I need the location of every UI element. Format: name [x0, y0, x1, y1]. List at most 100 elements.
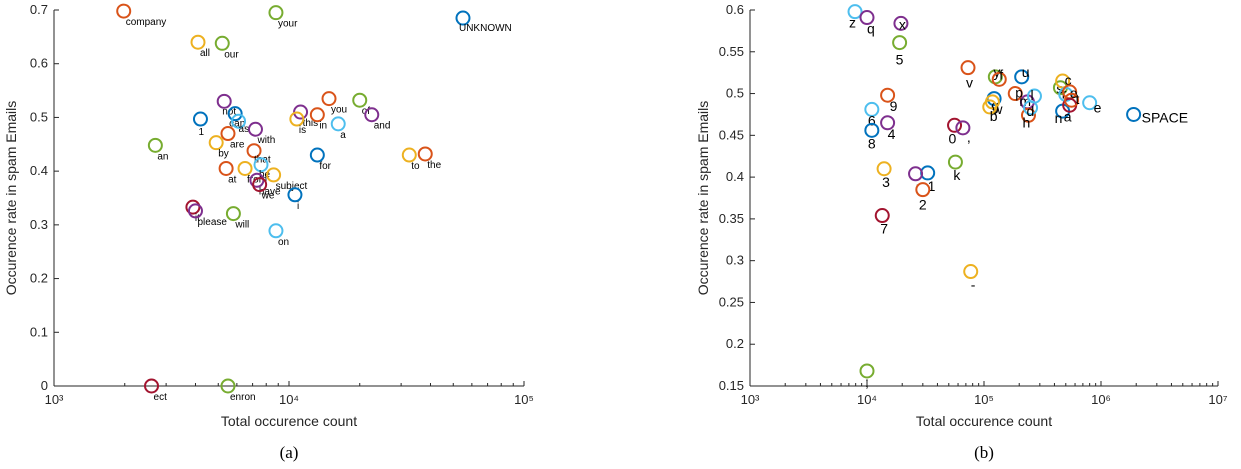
data-point	[859, 10, 875, 26]
data-point	[1007, 86, 1023, 102]
point-label: please	[197, 217, 227, 228]
point-label: 7	[880, 221, 888, 237]
data-point	[417, 146, 433, 162]
point-label: enron	[230, 392, 256, 403]
point-label: all	[200, 48, 210, 59]
y-axis-label: Occurence rate in spam Emails	[695, 101, 711, 296]
data-point	[268, 5, 284, 21]
data-point	[401, 147, 417, 163]
y-tick-label: 0.45	[719, 127, 744, 142]
data-point	[1064, 92, 1080, 108]
data-point	[321, 91, 337, 107]
y-tick-label: 0.25	[719, 294, 744, 309]
data-point	[859, 363, 875, 379]
point-label: h	[1022, 114, 1030, 130]
y-tick-label: 0	[41, 378, 48, 393]
point-label: z	[849, 15, 856, 31]
y-tick-label: 0.4	[726, 169, 744, 184]
data-point	[874, 208, 890, 224]
data-point	[876, 161, 892, 177]
point-label: .	[916, 173, 920, 189]
data-point	[246, 143, 262, 159]
data-point	[116, 3, 132, 19]
point-label: 8	[868, 135, 876, 151]
data-point	[982, 99, 998, 115]
x-tick-label: 10⁴	[857, 392, 877, 407]
point-label: 9	[890, 98, 898, 114]
point-label: ,	[967, 129, 971, 145]
data-point	[864, 101, 880, 117]
point-label: 6	[868, 112, 876, 128]
y-axis-label: Occurence rate in spam Emails	[3, 101, 19, 296]
point-label: u	[1022, 64, 1030, 80]
point-label: with	[256, 135, 275, 146]
point-label: 2	[919, 197, 927, 213]
point-label: m	[1019, 93, 1031, 109]
point-label: that	[254, 155, 271, 166]
point-label: your	[278, 19, 298, 30]
point-label: can	[229, 119, 245, 130]
data-point	[144, 378, 160, 394]
data-point	[864, 122, 880, 138]
point-label: and	[374, 121, 391, 132]
data-point	[192, 111, 208, 127]
data-point	[190, 34, 206, 50]
x-tick-label: 10³	[741, 392, 760, 407]
point-label: by	[218, 149, 229, 160]
point-label: w	[991, 101, 1003, 117]
data-point	[960, 60, 976, 76]
data-point	[253, 157, 269, 173]
data-point	[908, 166, 924, 182]
point-label: 3	[882, 174, 890, 190]
point-label: l	[1030, 87, 1033, 103]
point-label: UNKNOWN	[459, 23, 512, 34]
data-point	[455, 10, 471, 26]
point-label: 4	[888, 126, 896, 142]
y-tick-label: 0.5	[30, 109, 48, 124]
point-label: as	[239, 124, 250, 135]
point-label: n	[1055, 110, 1063, 126]
y-tick-label: 0.3	[30, 217, 48, 232]
point-label: i	[297, 201, 299, 212]
data-point	[147, 137, 163, 153]
point-label: b	[990, 108, 998, 124]
point-label: 0	[949, 130, 957, 146]
x-tick-label: 10⁶	[1091, 392, 1111, 407]
y-tick-label: 0.1	[30, 324, 48, 339]
data-point	[214, 35, 230, 51]
data-point	[1082, 95, 1098, 111]
y-tick-label: 0.4	[30, 163, 48, 178]
data-point	[991, 71, 1007, 87]
x-tick-label: 10⁴	[279, 392, 299, 407]
data-point	[231, 113, 247, 129]
data-point	[227, 106, 243, 122]
point-label: it	[195, 213, 200, 224]
data-point	[1055, 73, 1071, 89]
data-point	[352, 92, 368, 108]
point-label: be	[259, 170, 271, 181]
data-point	[220, 378, 236, 394]
point-label: this	[303, 118, 319, 129]
data-point	[1126, 106, 1142, 122]
y-tick-label: 0.3	[726, 253, 744, 268]
y-tick-label: 0.15	[719, 378, 744, 393]
y-tick-label: 0.6	[726, 2, 744, 17]
x-tick-label: 10⁵	[514, 392, 534, 407]
data-point	[963, 264, 979, 280]
y-tick-label: 0.6	[30, 56, 48, 71]
data-point	[892, 35, 908, 51]
data-point	[218, 160, 234, 176]
data-point	[225, 206, 241, 222]
panel-label: (a)	[280, 443, 299, 462]
x-tick-label: 10³	[45, 392, 64, 407]
point-label: you	[331, 105, 347, 116]
data-point	[185, 199, 201, 215]
panel-label: (b)	[974, 443, 994, 462]
data-point	[216, 93, 232, 109]
y-tick-label: 0.55	[719, 44, 744, 59]
point-label: a	[340, 130, 346, 141]
point-label: in	[319, 121, 327, 132]
point-label: x	[899, 16, 906, 32]
data-point	[309, 147, 325, 163]
y-tick-label: 0.2	[726, 336, 744, 351]
